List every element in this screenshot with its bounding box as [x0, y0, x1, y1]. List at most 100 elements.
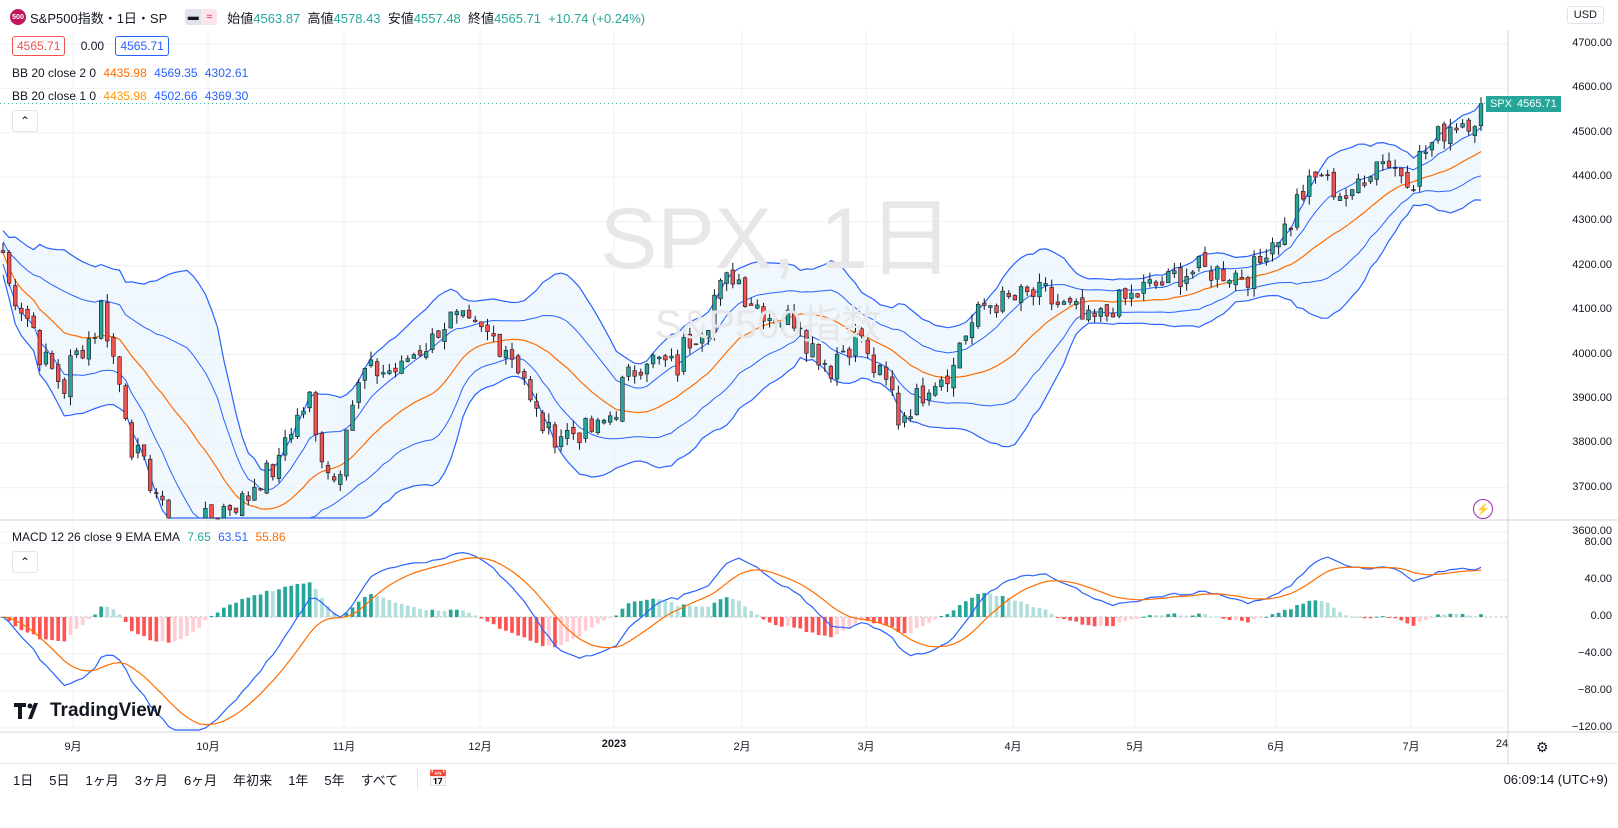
macd-histogram-bar: [1019, 601, 1023, 617]
macd-histogram-bar: [804, 617, 809, 633]
candle-body: [859, 328, 864, 337]
time-tick-label: 12月: [468, 741, 492, 753]
macd-histogram-bar: [546, 617, 551, 646]
macd-histogram-bar: [994, 596, 999, 617]
range-button[interactable]: 3ヶ月: [134, 772, 168, 788]
candle-body: [0, 250, 6, 254]
macd-histogram-bar: [1368, 617, 1373, 619]
macd-histogram-bar: [829, 617, 833, 638]
time-tick-label: 11月: [332, 741, 356, 753]
candle-body: [1417, 150, 1422, 187]
gear-icon[interactable]: ⚙: [1536, 739, 1549, 755]
candle-body: [68, 355, 73, 398]
candle-body: [325, 465, 331, 474]
macd-histogram-bar: [743, 606, 747, 617]
macd-legend[interactable]: MACD 12 26 close 9 EMA EMA 7.65 63.51 55…: [12, 530, 286, 544]
candle-body: [1135, 293, 1140, 298]
candle-body: [1110, 312, 1116, 318]
candle-body: [246, 495, 251, 501]
macd-histogram-bar: [786, 617, 790, 626]
macd-histogram-bar: [277, 589, 281, 617]
macd-histogram-bar: [1430, 617, 1434, 618]
legend-collapse-button[interactable]: ⌃: [12, 110, 38, 132]
candle-body: [374, 361, 380, 377]
macd-histogram-bar: [1393, 617, 1397, 619]
tradingview-logo[interactable]: TradingView: [14, 700, 162, 722]
range-button[interactable]: すべて: [360, 772, 399, 788]
macd-tick-label: −80.00: [1578, 684, 1612, 696]
candle-body: [62, 379, 67, 394]
clock[interactable]: 06:09:14 (UTC+9): [1503, 771, 1608, 787]
candle-body: [430, 333, 435, 350]
macd-histogram-bar: [632, 601, 637, 617]
candle-body: [577, 432, 582, 444]
macd-histogram-bar: [209, 615, 214, 617]
price-tick-label: 4700.00: [1572, 37, 1612, 49]
macd-histogram-bar: [614, 615, 619, 617]
range-button[interactable]: 5日: [49, 772, 70, 788]
bb2-legend[interactable]: BB 20 close 2 0 4435.98 4569.35 4302.61: [12, 66, 249, 80]
lightning-icon[interactable]: ⚡: [1473, 499, 1493, 519]
macd-histogram-bar: [1006, 597, 1011, 617]
candle-body: [945, 375, 950, 385]
spread-value: 0.00: [80, 39, 105, 53]
candle-body: [565, 429, 570, 439]
candle-body: [896, 392, 901, 426]
candle-body: [209, 504, 214, 519]
candle-body: [56, 364, 61, 382]
candle-body: [883, 366, 889, 380]
candle-body: [13, 285, 18, 307]
price-tick-label: 4000.00: [1572, 347, 1612, 360]
candle-body: [638, 371, 643, 376]
candle-body: [509, 349, 515, 360]
candle-body: [1117, 289, 1122, 317]
macd-histogram-bar: [1172, 613, 1177, 617]
candle-body: [1472, 126, 1478, 136]
sp500-logo-icon: 500: [10, 9, 26, 25]
candle-body: [1313, 171, 1318, 178]
chart-canvas[interactable]: [0, 0, 1618, 764]
symbol-title[interactable]: S&P500指数・1日・SP: [30, 10, 168, 26]
macd-histogram-bar: [927, 617, 931, 623]
range-button[interactable]: 5年: [324, 772, 345, 788]
macd-histogram-bar: [405, 605, 410, 617]
candle-body: [49, 353, 55, 369]
macd-histogram-bar: [362, 596, 367, 617]
macd-histogram-bar: [1325, 602, 1330, 617]
candle-body: [583, 418, 588, 439]
macd-histogram-bar: [1055, 617, 1060, 618]
candle-body: [270, 464, 275, 478]
buy-button[interactable]: 4565.71: [115, 36, 169, 56]
candle-body: [307, 391, 312, 409]
range-button[interactable]: 1年: [288, 772, 309, 788]
approx-icon[interactable]: ≈: [201, 9, 218, 25]
price-tick-label: 4300.00: [1572, 214, 1612, 227]
sell-button[interactable]: 4565.71: [12, 36, 66, 56]
range-button[interactable]: 年初来: [233, 772, 273, 788]
candle-body: [503, 350, 509, 359]
macd-histogram-bar: [1111, 617, 1115, 627]
candle-body: [914, 388, 919, 416]
candle-body: [1074, 301, 1079, 306]
candle-body: [773, 319, 778, 324]
macd-histogram-bar: [203, 617, 208, 621]
candle-body: [742, 277, 748, 307]
date-range-icon[interactable]: 📅: [417, 769, 448, 789]
macd-histogram-bar: [853, 617, 858, 624]
bb1-legend[interactable]: BB 20 close 1 0 4435.98 4502.66 4369.30: [12, 89, 249, 103]
macd-histogram-bar: [172, 617, 177, 642]
macd-histogram-bar: [773, 617, 778, 626]
range-button[interactable]: 1ヶ月: [85, 772, 119, 788]
macd-collapse-button[interactable]: ⌃: [12, 551, 38, 573]
minus-icon[interactable]: ▬: [185, 9, 202, 25]
range-button[interactable]: 1日: [13, 772, 34, 788]
currency-button[interactable]: USD: [1566, 6, 1604, 24]
visibility-toggle[interactable]: ▬ ≈: [185, 9, 218, 25]
candle-body: [264, 462, 269, 494]
candle-body: [319, 432, 325, 463]
range-button[interactable]: 6ヶ月: [183, 772, 218, 788]
candle-body: [1196, 256, 1202, 268]
candle-body: [957, 342, 962, 369]
macd-histogram-bar: [964, 601, 968, 617]
macd-histogram-bar: [1117, 617, 1122, 623]
